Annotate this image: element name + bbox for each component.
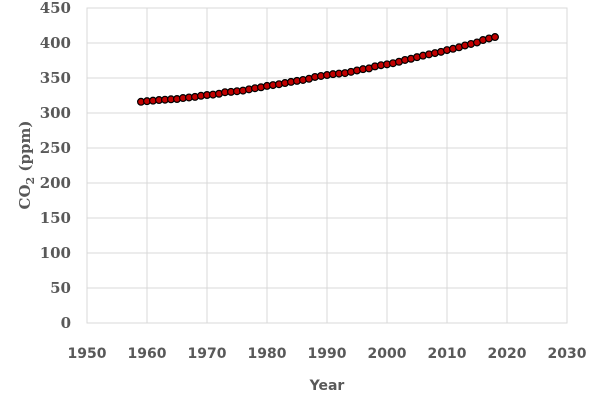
y-tick-label: 350 [40,69,71,87]
y-axis-label-unit: (ppm) [16,121,34,177]
y-tick-label: 150 [40,209,71,227]
data-points [137,33,500,106]
gridlines [86,7,568,324]
y-tick-label: 250 [40,139,71,157]
x-tick-label: 2020 [488,346,527,362]
y-tick-label: 100 [40,244,71,262]
x-tick-label: 2010 [428,346,467,362]
y-tick-label: 400 [40,34,71,52]
y-tick-label: 450 [40,0,71,17]
data-point [491,33,500,42]
x-tick-label: 2000 [368,346,407,362]
x-tick-label: 1970 [188,346,227,362]
x-tick-label: 1960 [128,346,167,362]
x-tick-label: 1980 [248,346,287,362]
y-tick-label: 0 [61,314,71,332]
x-axis-ticks: 1950 1960 1970 1980 1990 2000 2010 2020 2030 [68,346,587,362]
x-tick-label: 1990 [308,346,347,362]
plot-area [86,7,568,324]
x-tick-label: 1950 [68,346,107,362]
x-tick-label: 2030 [548,346,587,362]
y-tick-label: 200 [40,174,71,192]
y-axis-label-main: CO [16,184,34,209]
y-tick-label: 50 [50,279,71,297]
y-tick-label: 300 [40,104,71,122]
x-axis-label: Year [309,378,345,394]
y-axis-label: CO2 (ppm) [16,121,37,210]
y-axis-ticks: 0 50 100 150 200 250 300 350 400 450 [40,0,71,332]
y-axis-label-subscript: 2 [24,177,37,185]
